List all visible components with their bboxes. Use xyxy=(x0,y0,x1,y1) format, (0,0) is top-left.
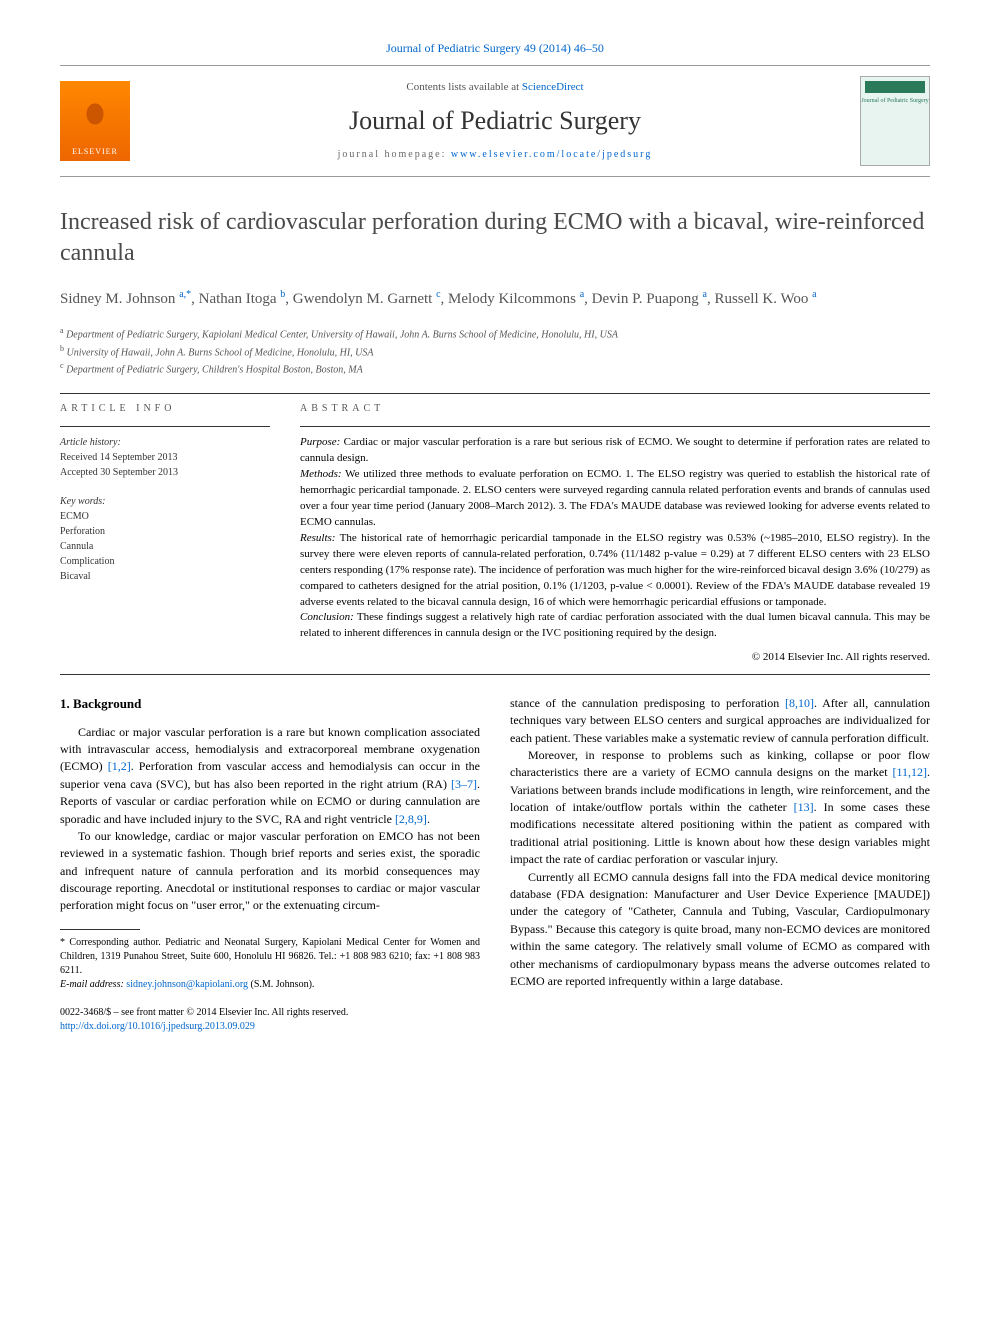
article-info-column: ARTICLE INFO Article history: Received 1… xyxy=(60,402,270,666)
divider xyxy=(60,426,270,427)
sciencedirect-link[interactable]: ScienceDirect xyxy=(522,81,584,93)
email-line: E-mail address: sidney.johnson@kapiolani… xyxy=(60,978,480,992)
article-title: Increased risk of cardiovascular perfora… xyxy=(60,207,930,269)
ref-link[interactable]: [2,8,9] xyxy=(395,812,427,826)
cover-caption: Journal of Pediatric Surgery xyxy=(861,77,929,105)
body-para-2: To our knowledge, cardiac or major vascu… xyxy=(60,828,480,915)
article-history: Article history: Received 14 September 2… xyxy=(60,435,270,480)
page-container: Journal of Pediatric Surgery 49 (2014) 4… xyxy=(0,0,990,1074)
author-list: Sidney M. Johnson a,*, Nathan Itoga b, G… xyxy=(60,287,930,311)
elsevier-logo: ELSEVIER xyxy=(60,81,130,161)
footer-copyright: 0022-3468/$ – see front matter © 2014 El… xyxy=(60,1006,930,1020)
keyword: Perforation xyxy=(60,524,270,539)
journal-header: ELSEVIER Contents lists available at Sci… xyxy=(60,65,930,177)
methods-label: Methods: xyxy=(300,468,342,480)
results-text: The historical rate of hemorrhagic peric… xyxy=(300,532,930,608)
keyword: Complication xyxy=(60,554,270,569)
doi-link[interactable]: http://dx.doi.org/10.1016/j.jpedsurg.201… xyxy=(60,1021,255,1032)
email-link[interactable]: sidney.johnson@kapiolani.org xyxy=(126,979,248,990)
conclusion-text: These findings suggest a relatively high… xyxy=(300,611,930,639)
footnote-rule xyxy=(60,929,140,930)
affiliation-line: a Department of Pediatric Surgery, Kapio… xyxy=(60,325,930,342)
purpose-text: Cardiac or major vascular perforation is… xyxy=(300,436,930,464)
body-para-5: Currently all ECMO cannula designs fall … xyxy=(510,869,930,991)
journal-cover-thumbnail: Journal of Pediatric Surgery xyxy=(860,76,930,166)
email-label: E-mail address: xyxy=(60,979,126,990)
top-citation-link[interactable]: Journal of Pediatric Surgery 49 (2014) 4… xyxy=(386,41,604,55)
body-para-3: stance of the cannulation predisposing t… xyxy=(510,695,930,747)
divider xyxy=(60,393,930,394)
header-center: Contents lists available at ScienceDirec… xyxy=(150,80,840,162)
keyword: Cannula xyxy=(60,539,270,554)
body-para-1: Cardiac or major vascular perforation is… xyxy=(60,724,480,828)
body-para-4: Moreover, in response to problems such a… xyxy=(510,747,930,869)
footnotes: * Corresponding author. Pediatric and Ne… xyxy=(60,936,480,992)
methods-text: We utilized three methods to evaluate pe… xyxy=(300,468,930,528)
conclusion-label: Conclusion: xyxy=(300,611,354,623)
contents-prefix: Contents lists available at xyxy=(406,81,521,93)
results-label: Results: xyxy=(300,532,335,544)
homepage-prefix: journal homepage: xyxy=(338,149,451,160)
ref-link[interactable]: [3–7] xyxy=(451,777,477,791)
affiliations: a Department of Pediatric Surgery, Kapio… xyxy=(60,325,930,377)
section-heading-background: 1. Background xyxy=(60,695,480,714)
keywords-list: ECMOPerforationCannulaComplicationBicava… xyxy=(60,509,270,584)
affiliation-line: b University of Hawaii, John A. Burns Sc… xyxy=(60,343,930,360)
received-date: Received 14 September 2013 xyxy=(60,450,270,465)
ref-link[interactable]: [13] xyxy=(794,800,814,814)
ref-link[interactable]: [1,2] xyxy=(108,759,131,773)
purpose-label: Purpose: xyxy=(300,436,340,448)
keyword: ECMO xyxy=(60,509,270,524)
history-label: Article history: xyxy=(60,435,270,450)
info-abstract-row: ARTICLE INFO Article history: Received 1… xyxy=(60,402,930,666)
top-citation: Journal of Pediatric Surgery 49 (2014) 4… xyxy=(60,40,930,57)
keyword: Bicaval xyxy=(60,569,270,584)
abstract-column: ABSTRACT Purpose: Cardiac or major vascu… xyxy=(300,402,930,666)
homepage-link[interactable]: www.elsevier.com/locate/jpedsurg xyxy=(451,149,652,160)
keywords-block: Key words: ECMOPerforationCannulaComplic… xyxy=(60,494,270,584)
elsevier-logo-text: ELSEVIER xyxy=(72,146,118,157)
corresponding-author: * Corresponding author. Pediatric and Ne… xyxy=(60,936,480,978)
abstract-text: Purpose: Cardiac or major vascular perfo… xyxy=(300,435,930,642)
divider xyxy=(60,674,930,675)
ref-link[interactable]: [8,10] xyxy=(785,696,814,710)
ref-link[interactable]: [11,12] xyxy=(892,765,927,779)
abstract-copyright: © 2014 Elsevier Inc. All rights reserved… xyxy=(300,650,930,665)
keywords-label: Key words: xyxy=(60,494,270,509)
journal-name: Journal of Pediatric Surgery xyxy=(150,103,840,139)
body-columns: 1. Background Cardiac or major vascular … xyxy=(60,695,930,992)
contents-available-line: Contents lists available at ScienceDirec… xyxy=(150,80,840,95)
abstract-heading: ABSTRACT xyxy=(300,402,930,416)
footer: 0022-3468/$ – see front matter © 2014 El… xyxy=(60,1006,930,1034)
divider xyxy=(300,426,930,427)
email-suffix: (S.M. Johnson). xyxy=(248,979,314,990)
homepage-line: journal homepage: www.elsevier.com/locat… xyxy=(150,148,840,162)
article-info-heading: ARTICLE INFO xyxy=(60,402,270,416)
affiliation-line: c Department of Pediatric Surgery, Child… xyxy=(60,360,930,377)
accepted-date: Accepted 30 September 2013 xyxy=(60,465,270,480)
